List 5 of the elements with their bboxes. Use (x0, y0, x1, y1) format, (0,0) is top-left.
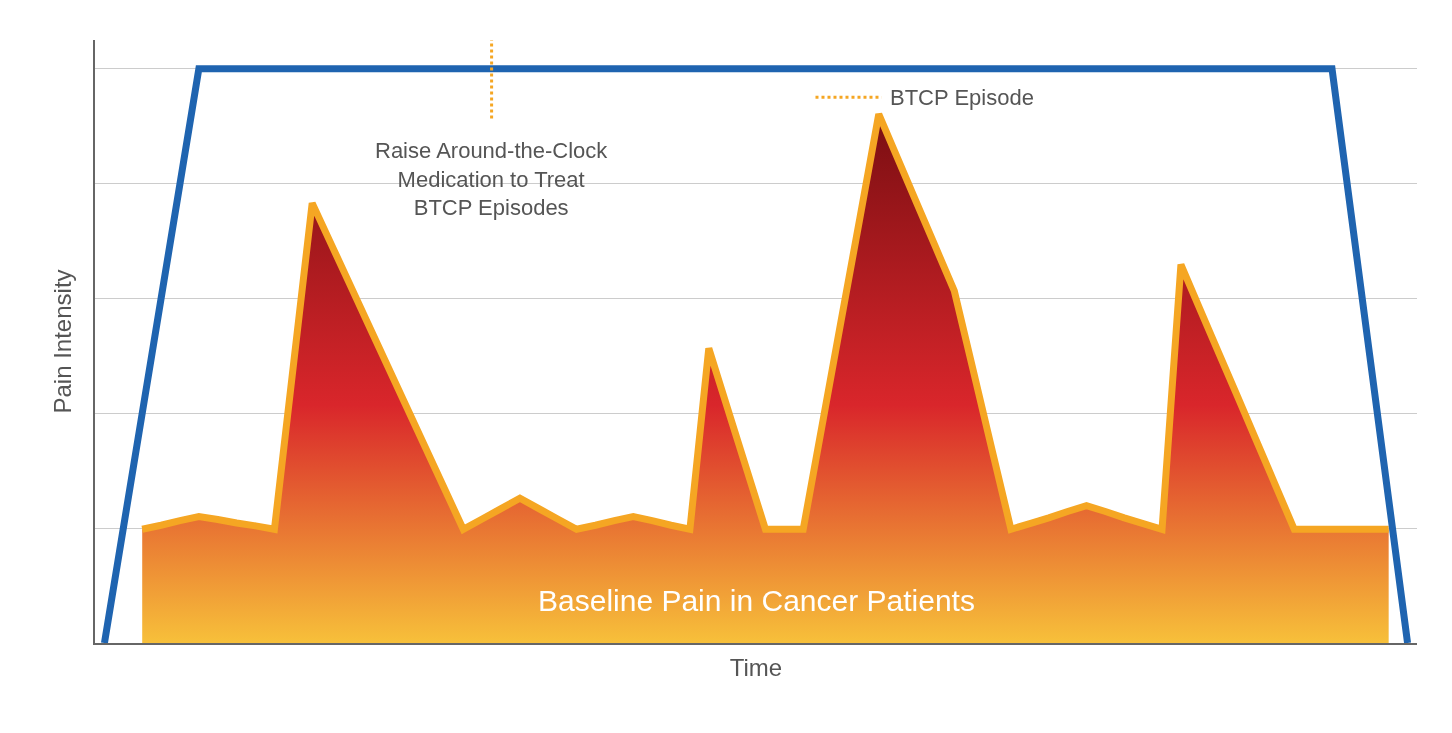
y-axis-title: Pain Intensity (48, 269, 76, 414)
annotation: Baseline Pain in Cancer Patients (538, 584, 975, 617)
annotation: BTCP Episode (890, 85, 1034, 110)
x-axis-title: Time (729, 653, 783, 681)
annotation: Raise Around-the-Clock Medication to Treat BTCP Episodes (375, 138, 609, 221)
